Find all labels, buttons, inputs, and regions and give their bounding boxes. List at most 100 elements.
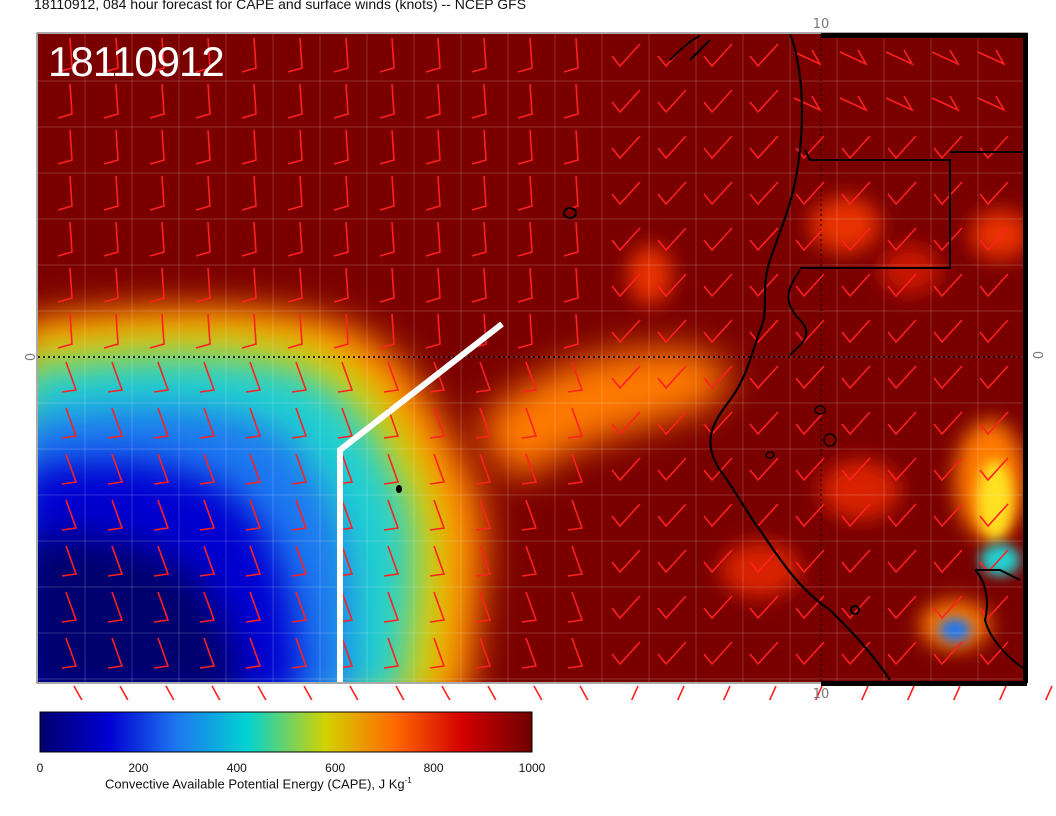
wind-barb [429, 591, 446, 623]
wind-barb [195, 175, 211, 211]
wind-barb [245, 407, 262, 439]
wind-barb [425, 175, 441, 211]
wind-barb [703, 319, 733, 344]
wind-barb [567, 545, 584, 577]
wind-barb [749, 43, 779, 68]
wind-barb [611, 549, 641, 574]
wind-barb [933, 595, 963, 620]
wind-barb [563, 267, 579, 303]
wind-barb [103, 313, 119, 349]
wind-barb [487, 685, 497, 700]
wind-barb [57, 175, 73, 211]
wind-barbs [57, 37, 1026, 669]
wind-barb [517, 175, 533, 211]
wind-barb [241, 221, 257, 257]
wind-barb [199, 545, 216, 577]
colorbar-tick-label: 0 [37, 761, 44, 775]
wind-barb [333, 83, 349, 119]
wind-barb [57, 37, 73, 73]
wind-barb [1025, 194, 1026, 196]
wind-barb [979, 319, 1009, 344]
wind-barb [107, 591, 124, 623]
wind-barb [379, 267, 395, 303]
wind-barb [703, 503, 733, 528]
wind-barb [1044, 685, 1053, 700]
wind-barb [471, 221, 487, 257]
wind-barb [57, 267, 73, 303]
colorbar-tick-label: 800 [424, 761, 444, 775]
wind-barb [1025, 470, 1026, 472]
wind-barb [611, 43, 641, 68]
wind-barb [933, 641, 963, 666]
wind-barb [1025, 148, 1026, 150]
wind-barb [287, 83, 303, 119]
wind-barb [657, 365, 687, 390]
wind-barb [241, 313, 257, 349]
wind-barb [57, 221, 73, 257]
wind-barb [149, 313, 165, 349]
wind-barb [841, 365, 871, 390]
wind-barb [563, 83, 579, 119]
wind-barb [611, 595, 641, 620]
wind-barb [245, 499, 262, 531]
wind-barb [333, 267, 349, 303]
wind-barb [885, 95, 914, 112]
wind-barb [475, 361, 492, 393]
wind-barb [795, 595, 825, 620]
wind-barb [611, 181, 641, 206]
wind-barb [245, 591, 262, 623]
wind-barb [291, 545, 308, 577]
wind-barb [749, 319, 779, 344]
wind-barb [795, 457, 825, 482]
wind-barb [521, 545, 538, 577]
wind-barb [349, 685, 359, 700]
wind-barb [795, 365, 825, 390]
wind-barb [657, 595, 687, 620]
cape-map: 0 0 10 10 [24, 17, 1053, 700]
wind-barb [383, 637, 400, 669]
track-line [337, 321, 504, 682]
wind-barb [887, 227, 917, 252]
wind-barb [287, 175, 303, 211]
wind-barb [979, 227, 1009, 252]
colorbar-title-main: Convective Available Potential Energy (C… [105, 776, 405, 792]
wind-barb [1025, 240, 1026, 242]
lat-label-right: 0 [1029, 351, 1044, 359]
wind-barb [287, 221, 303, 257]
wind-barb [887, 595, 917, 620]
wind-barb [195, 83, 211, 119]
wind-barb [887, 503, 917, 528]
lon-label-top: 10 [813, 17, 830, 32]
wind-barb [521, 637, 538, 669]
wind-barb [795, 273, 825, 298]
wind-barb [567, 407, 584, 439]
wind-barb [475, 545, 492, 577]
wind-barb [793, 49, 822, 66]
wind-barb [703, 43, 733, 68]
wind-barb [429, 453, 446, 485]
wind-barb [425, 83, 441, 119]
wind-barb [429, 637, 446, 669]
wind-barb [933, 227, 963, 252]
wind-barb [103, 221, 119, 257]
wind-barb [1025, 378, 1026, 380]
wind-barb [676, 685, 685, 700]
wind-barb [153, 545, 170, 577]
wind-barb [611, 411, 641, 436]
wind-barb [533, 685, 543, 700]
wind-barb [749, 135, 779, 160]
wind-barb [475, 637, 492, 669]
wind-barb [1025, 332, 1026, 334]
wind-barb [287, 129, 303, 165]
wind-barb [291, 361, 308, 393]
wind-barb [567, 591, 584, 623]
wind-barb [933, 503, 963, 528]
wind-barb [703, 457, 733, 482]
wind-barb [61, 499, 78, 531]
wind-barb [611, 319, 641, 344]
wind-barbs-below-frame [73, 685, 1053, 700]
wind-barb [441, 685, 451, 700]
wind-barb [517, 83, 533, 119]
wind-barb [979, 411, 1009, 436]
wind-barb [611, 457, 641, 482]
